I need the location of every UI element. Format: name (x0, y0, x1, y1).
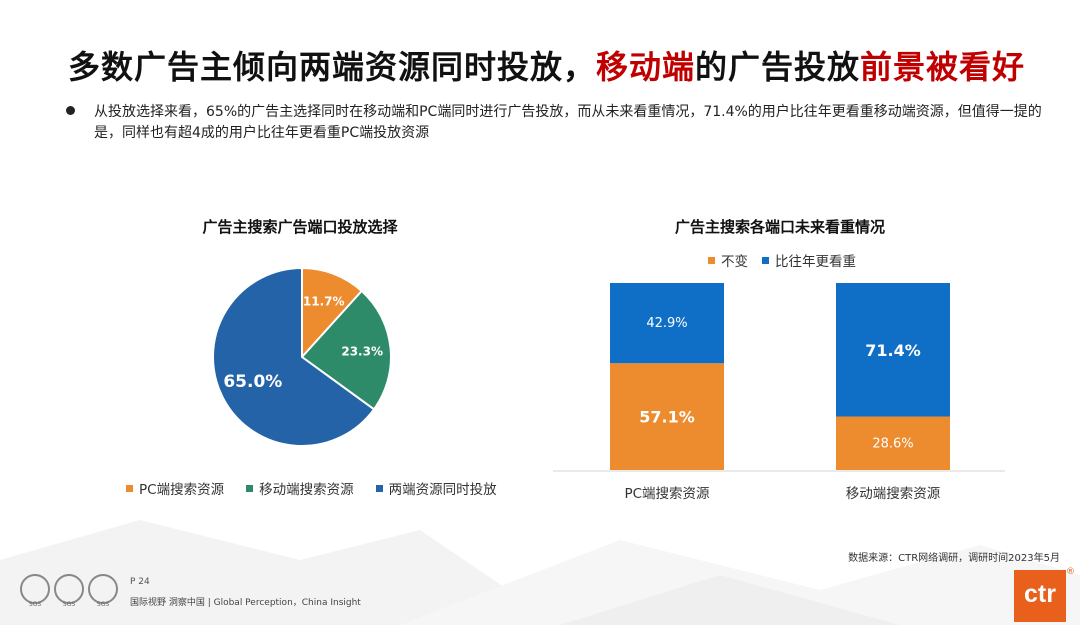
sgs-cert-label: SGS (62, 601, 76, 608)
legend-swatch-mobile (246, 484, 254, 492)
pie-legend-item: 移动端搜索资源 (246, 478, 354, 498)
bar-chart-title: 广告主搜索各端口未来看重情况 (674, 218, 885, 236)
sgs-cert-icon (20, 574, 50, 604)
legend-swatch-both (375, 484, 383, 492)
pie-legend: PC端搜索资源 移动端搜索资源 两端资源同时投放 (126, 478, 497, 498)
page-title: 多数广告主倾向两端资源同时投放，移动端的广告投放前景被看好 (68, 48, 1026, 86)
sgs-cert-icon (88, 574, 118, 604)
legend-swatch-pc (126, 484, 133, 492)
sgs-cert-label: SGS (96, 601, 110, 608)
ctr-logo: ctr ® (1014, 567, 1075, 622)
summary-bullet: 从投放选择来看，65%的广告主选择同时在移动端和PC端同时进行广告投放，而从未来… (66, 102, 1062, 144)
pie-chart-title: 广告主搜索广告端口投放选择 (202, 218, 398, 236)
sgs-cert-icon (54, 574, 84, 604)
pie-legend-item: 两端资源同时投放 (375, 478, 497, 498)
data-source: 数据来源：CTR网络调研，调研时间2023年5月 (848, 553, 1060, 564)
sgs-cert-label: SGS (28, 601, 42, 608)
summary-text: 从投放选择来看，65%的广告主选择同时在移动端和PC端同时进行广告投放，而从未来… (94, 104, 1042, 141)
footer-tagline: 国际视野 洞察中国 | Global Perception，China Insi… (130, 598, 361, 608)
legend-swatch-more-valued (762, 256, 769, 264)
bullet-dot (66, 106, 75, 115)
pie-legend-item: PC端搜索资源 (126, 478, 224, 498)
bar-legend-item: 比往年更看重 (762, 250, 856, 270)
bar-legend: 不变 比往年更看重 (708, 250, 856, 270)
page-number: P 24 (130, 577, 150, 587)
bar-legend-item: 不变 (708, 250, 748, 270)
legend-swatch-unchanged (708, 256, 715, 264)
